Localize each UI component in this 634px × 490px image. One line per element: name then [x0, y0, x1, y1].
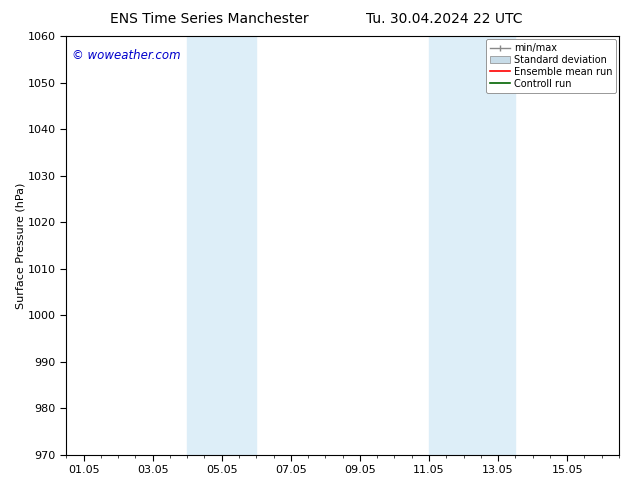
Bar: [187, 36, 256, 455]
Text: ENS Time Series Manchester: ENS Time Series Manchester: [110, 12, 309, 26]
Y-axis label: Surface Pressure (hPa): Surface Pressure (hPa): [15, 182, 25, 309]
Bar: [429, 36, 515, 455]
Text: Tu. 30.04.2024 22 UTC: Tu. 30.04.2024 22 UTC: [366, 12, 522, 26]
Text: © woweather.com: © woweather.com: [72, 49, 181, 62]
Legend: min/max, Standard deviation, Ensemble mean run, Controll run: min/max, Standard deviation, Ensemble me…: [486, 39, 616, 93]
